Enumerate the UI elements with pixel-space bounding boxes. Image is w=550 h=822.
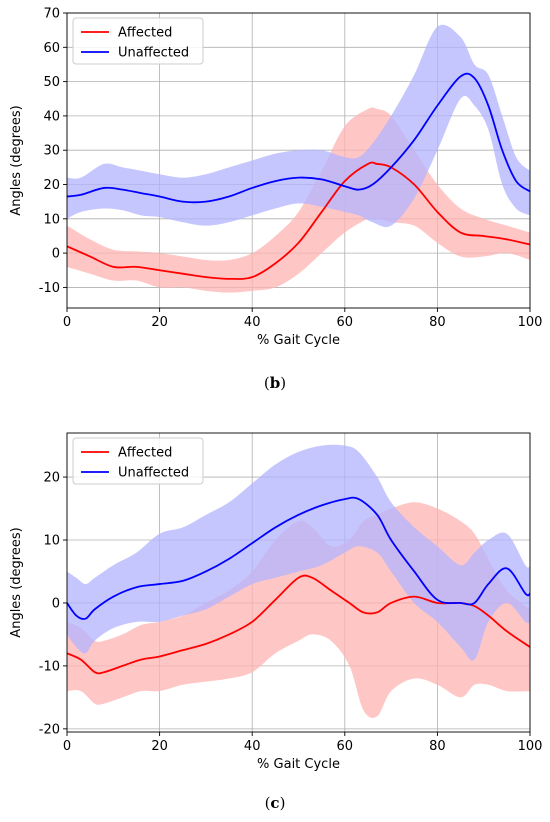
x-tick-label: 20 [151,315,168,330]
legend-label-affected: Affected [118,446,172,461]
series-line-unaffected [66,72,531,204]
y-tick-label: 20 [43,178,60,193]
legend: Affected Unaffected [72,437,204,485]
x-tick-label: 20 [151,739,168,754]
y-tick-label: 0 [52,247,60,262]
error-bands [67,444,530,718]
x-tick-label: 0 [63,315,71,330]
y-tick-label: 20 [43,471,60,486]
tick-marks [63,476,531,736]
y-tick-label: 50 [43,75,60,90]
series-line-unaffected [66,496,531,620]
legend-label-unaffected: Unaffected [118,46,189,61]
x-tick-label: 100 [518,315,543,330]
panel-caption: (c) [265,794,286,812]
x-tick-label: 60 [337,739,354,754]
y-tick-label: 40 [43,109,60,124]
error-bands [67,24,530,293]
y-tick-label: 0 [52,596,60,611]
y-tick-label: 60 [43,41,60,56]
error-band-unaffected [67,24,530,228]
y-tick-label: -10 [39,659,60,674]
y-tick-label: -10 [39,281,60,296]
x-tick-label: 60 [337,315,354,330]
panel-caption: (b) [264,374,286,392]
x-axis-label: % Gait Cycle [257,757,340,772]
tick-marks [63,12,531,312]
x-tick-label: 80 [429,739,446,754]
x-tick-labels: 0 20 40 60 80 100 [63,739,543,754]
chart-panel-c: 0 20 40 60 80 100 -20 -10 0 10 20 % Gait Cycle An… [9,432,543,812]
legend: Affected Unaffected [72,17,204,65]
x-tick-labels: 0 20 40 60 80 100 [63,315,543,330]
plot-frame [66,432,531,733]
x-tick-label: 40 [244,739,261,754]
y-tick-label: 30 [43,144,60,159]
y-tick-label: 10 [43,212,60,227]
x-tick-label: 100 [518,739,543,754]
x-tick-label: 0 [63,739,71,754]
y-tick-label: 10 [43,534,60,549]
y-tick-label: 70 [43,7,60,22]
chart-panel-b: 0 20 40 60 80 100 -10 0 10 20 30 40 50 60 70 % Gait C… [9,7,542,393]
x-axis-label: % Gait Cycle [257,333,340,348]
y-axis-label: Angles (degrees) [9,105,24,215]
y-tick-labels: -20 -10 0 10 20 [39,471,60,738]
y-tick-labels: -10 0 10 20 30 40 50 60 70 [39,7,60,296]
series-lines [66,496,531,675]
panel-caption-letter: b [270,374,281,392]
x-tick-label: 80 [429,315,446,330]
series-line-affected [66,161,531,280]
legend-label-affected: Affected [118,26,172,41]
error-band-unaffected [67,444,530,661]
y-axis-label: Angles (degrees) [9,527,24,637]
x-tick-label: 40 [244,315,261,330]
plot-frame [66,12,531,309]
y-tick-label: -20 [39,722,60,737]
panel-caption-letter: c [270,794,279,812]
series-lines [66,72,531,280]
legend-label-unaffected: Unaffected [118,466,189,481]
